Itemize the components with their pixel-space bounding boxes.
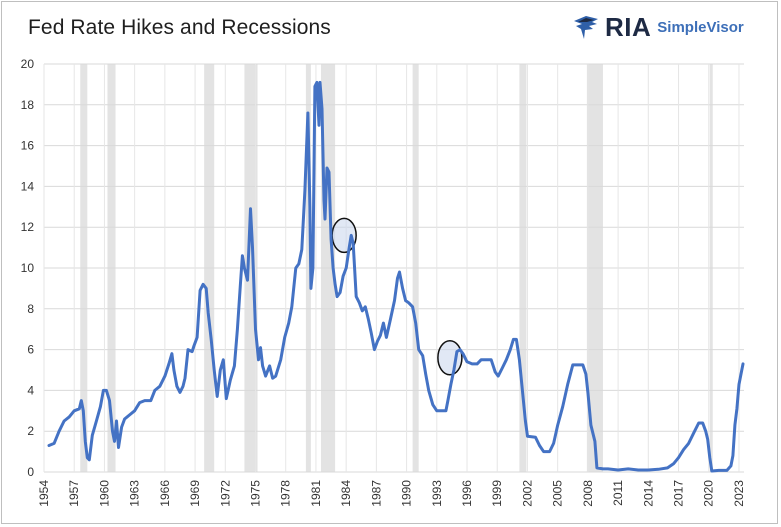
highlight-circle bbox=[437, 340, 463, 376]
x-tick-label: 1996 bbox=[460, 480, 474, 507]
y-tick-label: 16 bbox=[21, 139, 35, 153]
x-tick-label: 1963 bbox=[128, 480, 142, 507]
y-tick-label: 2 bbox=[27, 424, 34, 438]
x-axis-ticks: 1954 1957 1960 1963 1966 1969 1972 1975 1978 1981… bbox=[37, 480, 746, 507]
logo-simplevisor-text: SimpleVisor bbox=[657, 18, 744, 36]
x-tick-label: 1972 bbox=[218, 480, 232, 507]
x-tick-label: 1993 bbox=[430, 480, 444, 507]
x-tick-label: 2005 bbox=[551, 480, 565, 507]
y-axis-ticks: 0 2 4 6 8 10 12 14 16 18 20 bbox=[21, 57, 35, 479]
x-tick-label: 1969 bbox=[188, 480, 202, 507]
x-tick-label: 1978 bbox=[279, 480, 293, 507]
x-tick-label: 2020 bbox=[702, 480, 716, 507]
series-lines bbox=[47, 80, 745, 473]
x-tick-label: 1990 bbox=[400, 480, 414, 507]
x-tick-label: 2017 bbox=[672, 480, 686, 507]
x-tick-label: 1975 bbox=[249, 480, 263, 507]
x-tick-label: 1966 bbox=[158, 480, 172, 507]
logo-ria-text: RIA bbox=[605, 11, 652, 42]
eagle-logo-icon bbox=[574, 16, 598, 39]
y-tick-label: 12 bbox=[21, 220, 35, 234]
chart-title: Fed Rate Hikes and Recessions bbox=[28, 16, 331, 39]
x-tick-label: 2002 bbox=[520, 480, 534, 507]
x-tick-label: 2011 bbox=[611, 480, 625, 506]
x-tick-label: 2023 bbox=[732, 480, 746, 507]
y-tick-label: 10 bbox=[21, 261, 35, 275]
x-tick-label: 1987 bbox=[369, 480, 383, 507]
x-tick-label: 1960 bbox=[97, 480, 111, 507]
x-tick-label: 1957 bbox=[67, 480, 81, 507]
y-tick-label: 18 bbox=[21, 98, 35, 112]
y-tick-label: 6 bbox=[27, 343, 34, 357]
grid-lines bbox=[43, 63, 744, 473]
x-tick-label: 1981 bbox=[309, 480, 323, 507]
y-tick-label: 0 bbox=[27, 465, 34, 479]
x-tick-label: 1954 bbox=[37, 480, 51, 507]
x-tick-label: 1984 bbox=[339, 480, 353, 507]
x-tick-label: 1999 bbox=[490, 480, 504, 507]
series-line bbox=[47, 80, 745, 473]
y-tick-label: 4 bbox=[27, 383, 34, 397]
y-tick-label: 14 bbox=[21, 179, 35, 193]
logo: RIA SimpleVisor bbox=[572, 12, 744, 42]
x-tick-label: 2008 bbox=[581, 480, 595, 507]
x-tick-label: 2014 bbox=[641, 480, 655, 507]
y-tick-label: 8 bbox=[27, 302, 34, 316]
y-tick-label: 20 bbox=[21, 57, 35, 71]
